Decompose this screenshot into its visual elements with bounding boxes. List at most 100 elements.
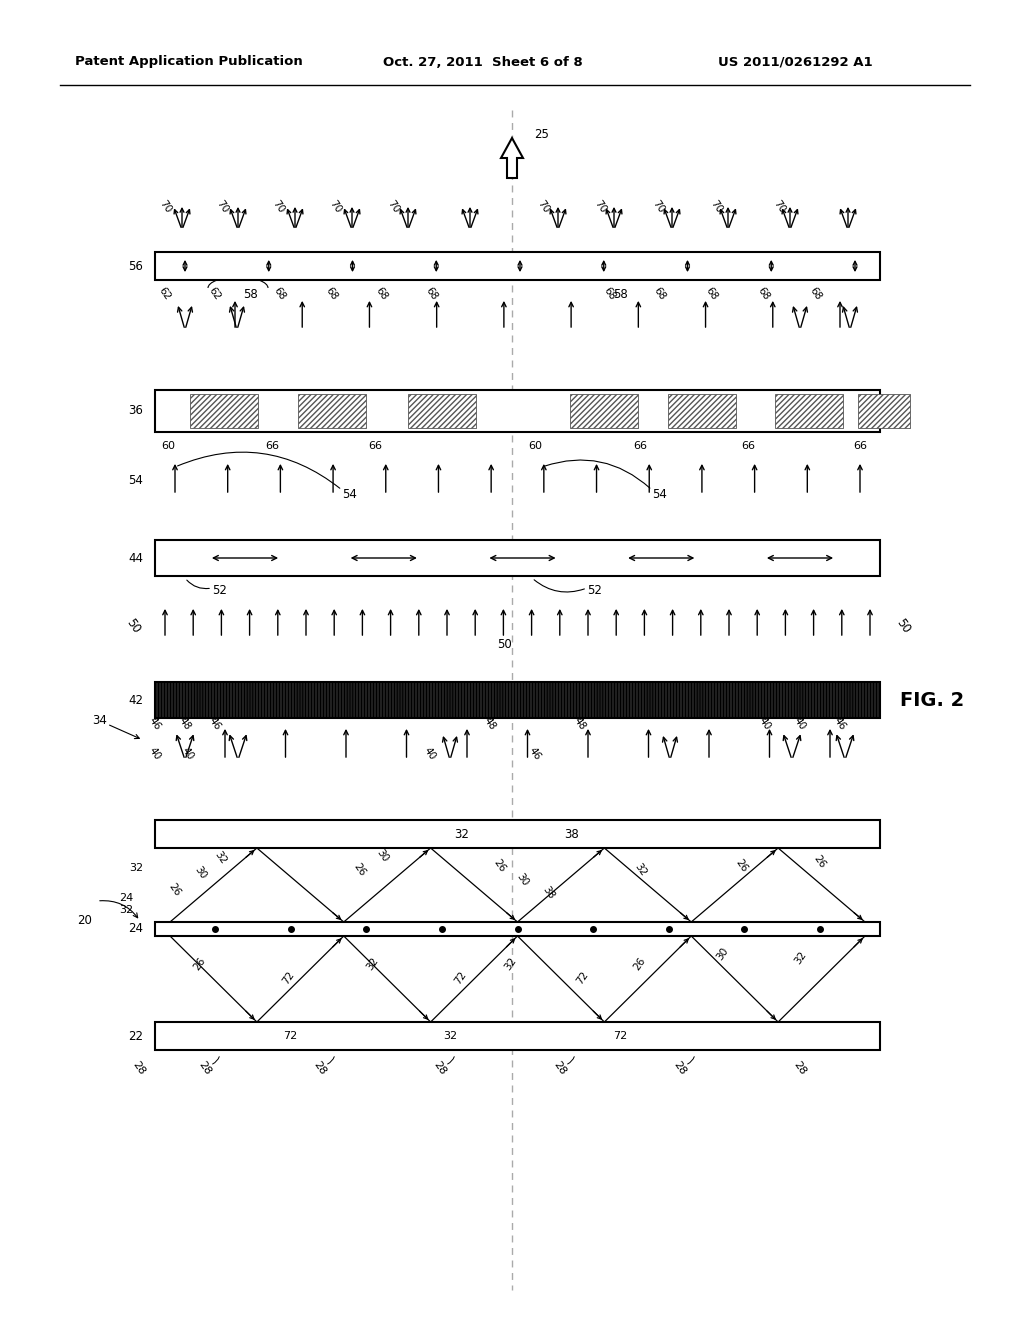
Text: 38: 38: [540, 884, 556, 902]
Text: 52: 52: [588, 583, 602, 597]
Bar: [408, 393, 476, 428]
Text: 46: 46: [207, 715, 223, 733]
Text: 26: 26: [493, 858, 508, 874]
Bar: [858, 393, 910, 428]
Bar: [155, 921, 880, 936]
Text: 48: 48: [572, 715, 588, 733]
Text: 70: 70: [536, 199, 551, 215]
Bar: [570, 393, 638, 428]
Text: Patent Application Publication: Patent Application Publication: [75, 55, 303, 69]
Text: 62: 62: [207, 285, 223, 302]
Text: 46: 46: [833, 715, 848, 733]
Text: 68: 68: [424, 285, 440, 302]
Bar: [155, 1022, 880, 1049]
Text: 46: 46: [147, 715, 163, 733]
Bar: [668, 393, 736, 428]
Text: 72: 72: [613, 1031, 627, 1041]
Text: 32: 32: [793, 949, 808, 966]
Text: 54: 54: [652, 488, 668, 502]
Text: 48: 48: [482, 715, 498, 733]
Text: 26: 26: [812, 854, 827, 870]
Text: US 2011/0261292 A1: US 2011/0261292 A1: [718, 55, 872, 69]
Text: 20: 20: [78, 915, 92, 928]
Text: 70: 70: [270, 199, 286, 215]
Text: 72: 72: [453, 970, 468, 986]
Bar: [155, 820, 880, 847]
Text: 34: 34: [92, 714, 108, 726]
FancyArrow shape: [501, 139, 523, 178]
Text: 38: 38: [564, 828, 580, 841]
Text: 66: 66: [368, 441, 382, 451]
Text: 28: 28: [197, 1059, 213, 1077]
Text: 70: 70: [709, 199, 724, 215]
Text: 50: 50: [497, 638, 511, 651]
Text: 70: 70: [157, 199, 173, 215]
Text: 44: 44: [128, 552, 143, 565]
Text: 58: 58: [243, 288, 257, 301]
Text: 50: 50: [124, 616, 143, 636]
Text: 30: 30: [193, 865, 208, 882]
Text: 60: 60: [528, 441, 542, 451]
Bar: [775, 393, 843, 428]
Text: 52: 52: [213, 583, 227, 597]
Text: 68: 68: [808, 285, 824, 302]
Text: 66: 66: [265, 441, 279, 451]
Text: 66: 66: [853, 441, 867, 451]
Text: 40: 40: [180, 746, 196, 762]
Text: 60: 60: [161, 441, 175, 451]
Text: 68: 68: [374, 285, 390, 302]
Bar: [155, 389, 880, 432]
Text: 66: 66: [741, 441, 755, 451]
Text: 26: 26: [193, 956, 208, 973]
Bar: [155, 682, 880, 718]
Text: 68: 68: [705, 285, 720, 302]
Text: 70: 70: [592, 199, 608, 215]
Text: 72: 72: [574, 970, 590, 986]
Text: 40: 40: [793, 715, 808, 733]
Text: 46: 46: [527, 746, 543, 762]
Text: 26: 26: [632, 956, 648, 973]
Bar: [155, 252, 880, 280]
Text: 32: 32: [129, 863, 143, 873]
Text: 68: 68: [325, 285, 340, 302]
Text: 40: 40: [422, 746, 438, 762]
Text: 54: 54: [128, 474, 143, 487]
Text: 48: 48: [177, 715, 193, 733]
Text: 62: 62: [157, 285, 173, 302]
Text: 28: 28: [672, 1059, 688, 1077]
Text: 36: 36: [128, 404, 143, 417]
Text: 68: 68: [272, 285, 288, 302]
Text: 68: 68: [602, 285, 617, 302]
Text: 68: 68: [756, 285, 772, 302]
Text: 25: 25: [534, 128, 549, 140]
Text: 50: 50: [894, 616, 913, 636]
Bar: [190, 393, 258, 428]
Text: 32: 32: [502, 956, 518, 973]
Text: 28: 28: [131, 1059, 147, 1077]
Text: 24: 24: [128, 923, 143, 936]
Text: 32: 32: [212, 850, 228, 866]
Text: 28: 28: [552, 1059, 568, 1077]
Text: 70: 70: [327, 199, 343, 215]
Text: 32: 32: [455, 828, 469, 841]
Text: 24
32: 24 32: [119, 894, 133, 915]
Text: 32: 32: [632, 862, 648, 878]
Text: 70: 70: [771, 199, 786, 215]
Text: 70: 70: [650, 199, 666, 215]
Text: 30: 30: [714, 945, 730, 962]
Bar: [298, 393, 366, 428]
Text: 30: 30: [374, 847, 390, 865]
Text: 72: 72: [281, 970, 296, 986]
Text: 32: 32: [443, 1031, 457, 1041]
Text: 28: 28: [432, 1059, 449, 1077]
Text: 32: 32: [365, 956, 380, 973]
Text: 70: 70: [385, 199, 400, 215]
Text: FIG. 2: FIG. 2: [900, 690, 965, 710]
Text: 42: 42: [128, 693, 143, 706]
Bar: [155, 540, 880, 576]
Text: 26: 26: [734, 858, 750, 874]
Text: 28: 28: [312, 1059, 328, 1077]
Text: 72: 72: [283, 1031, 297, 1041]
Text: 26: 26: [352, 862, 368, 878]
Text: 28: 28: [792, 1059, 808, 1077]
